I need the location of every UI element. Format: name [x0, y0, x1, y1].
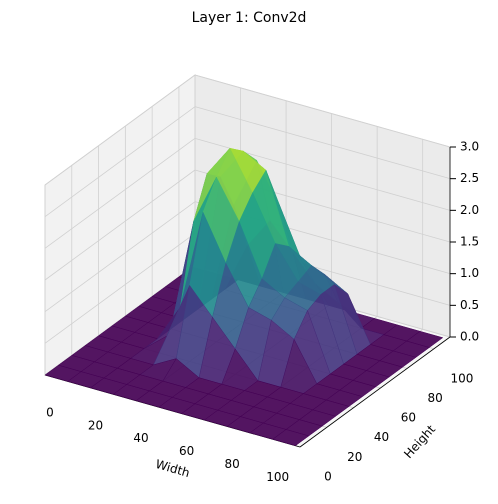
y-tick-label: 20 — [347, 450, 362, 464]
z-tick-label: 2.5 — [460, 171, 479, 185]
y-axis-label: Height — [401, 422, 438, 461]
y-tick-label: 100 — [450, 371, 473, 385]
x-tick-label: 80 — [225, 457, 240, 471]
z-tick-label: 3.0 — [460, 140, 479, 154]
x-axis-label: Width — [154, 457, 191, 480]
chart-title: Layer 1: Conv2d — [192, 10, 307, 26]
z-tick-label: 0.5 — [460, 298, 479, 312]
y-tick-label: 80 — [428, 391, 443, 405]
x-tick-label: 100 — [266, 470, 289, 484]
y-tick-label: 60 — [401, 411, 416, 425]
x-tick-label: 20 — [88, 418, 103, 432]
grid-line — [194, 74, 451, 148]
grid-line — [44, 169, 196, 281]
axis-line — [299, 336, 451, 448]
x-tick-label: 60 — [179, 444, 194, 458]
y-tick-label: 40 — [374, 430, 389, 444]
x-tick-label: 0 — [46, 406, 54, 420]
grid-line — [44, 138, 196, 249]
grid-line — [44, 106, 196, 217]
z-tick-label: 0.0 — [460, 330, 479, 344]
z-tick-label: 1.5 — [460, 235, 479, 249]
grid-line — [44, 74, 196, 186]
grid-line — [44, 201, 196, 312]
z-tick-label: 2.0 — [460, 203, 479, 217]
grid-line — [44, 233, 196, 344]
z-tick-label: 1.0 — [460, 266, 479, 280]
grid-line — [194, 106, 451, 180]
y-tick-label: 0 — [324, 470, 332, 484]
surface-patch — [272, 429, 310, 446]
x-tick-label: 40 — [133, 431, 148, 445]
